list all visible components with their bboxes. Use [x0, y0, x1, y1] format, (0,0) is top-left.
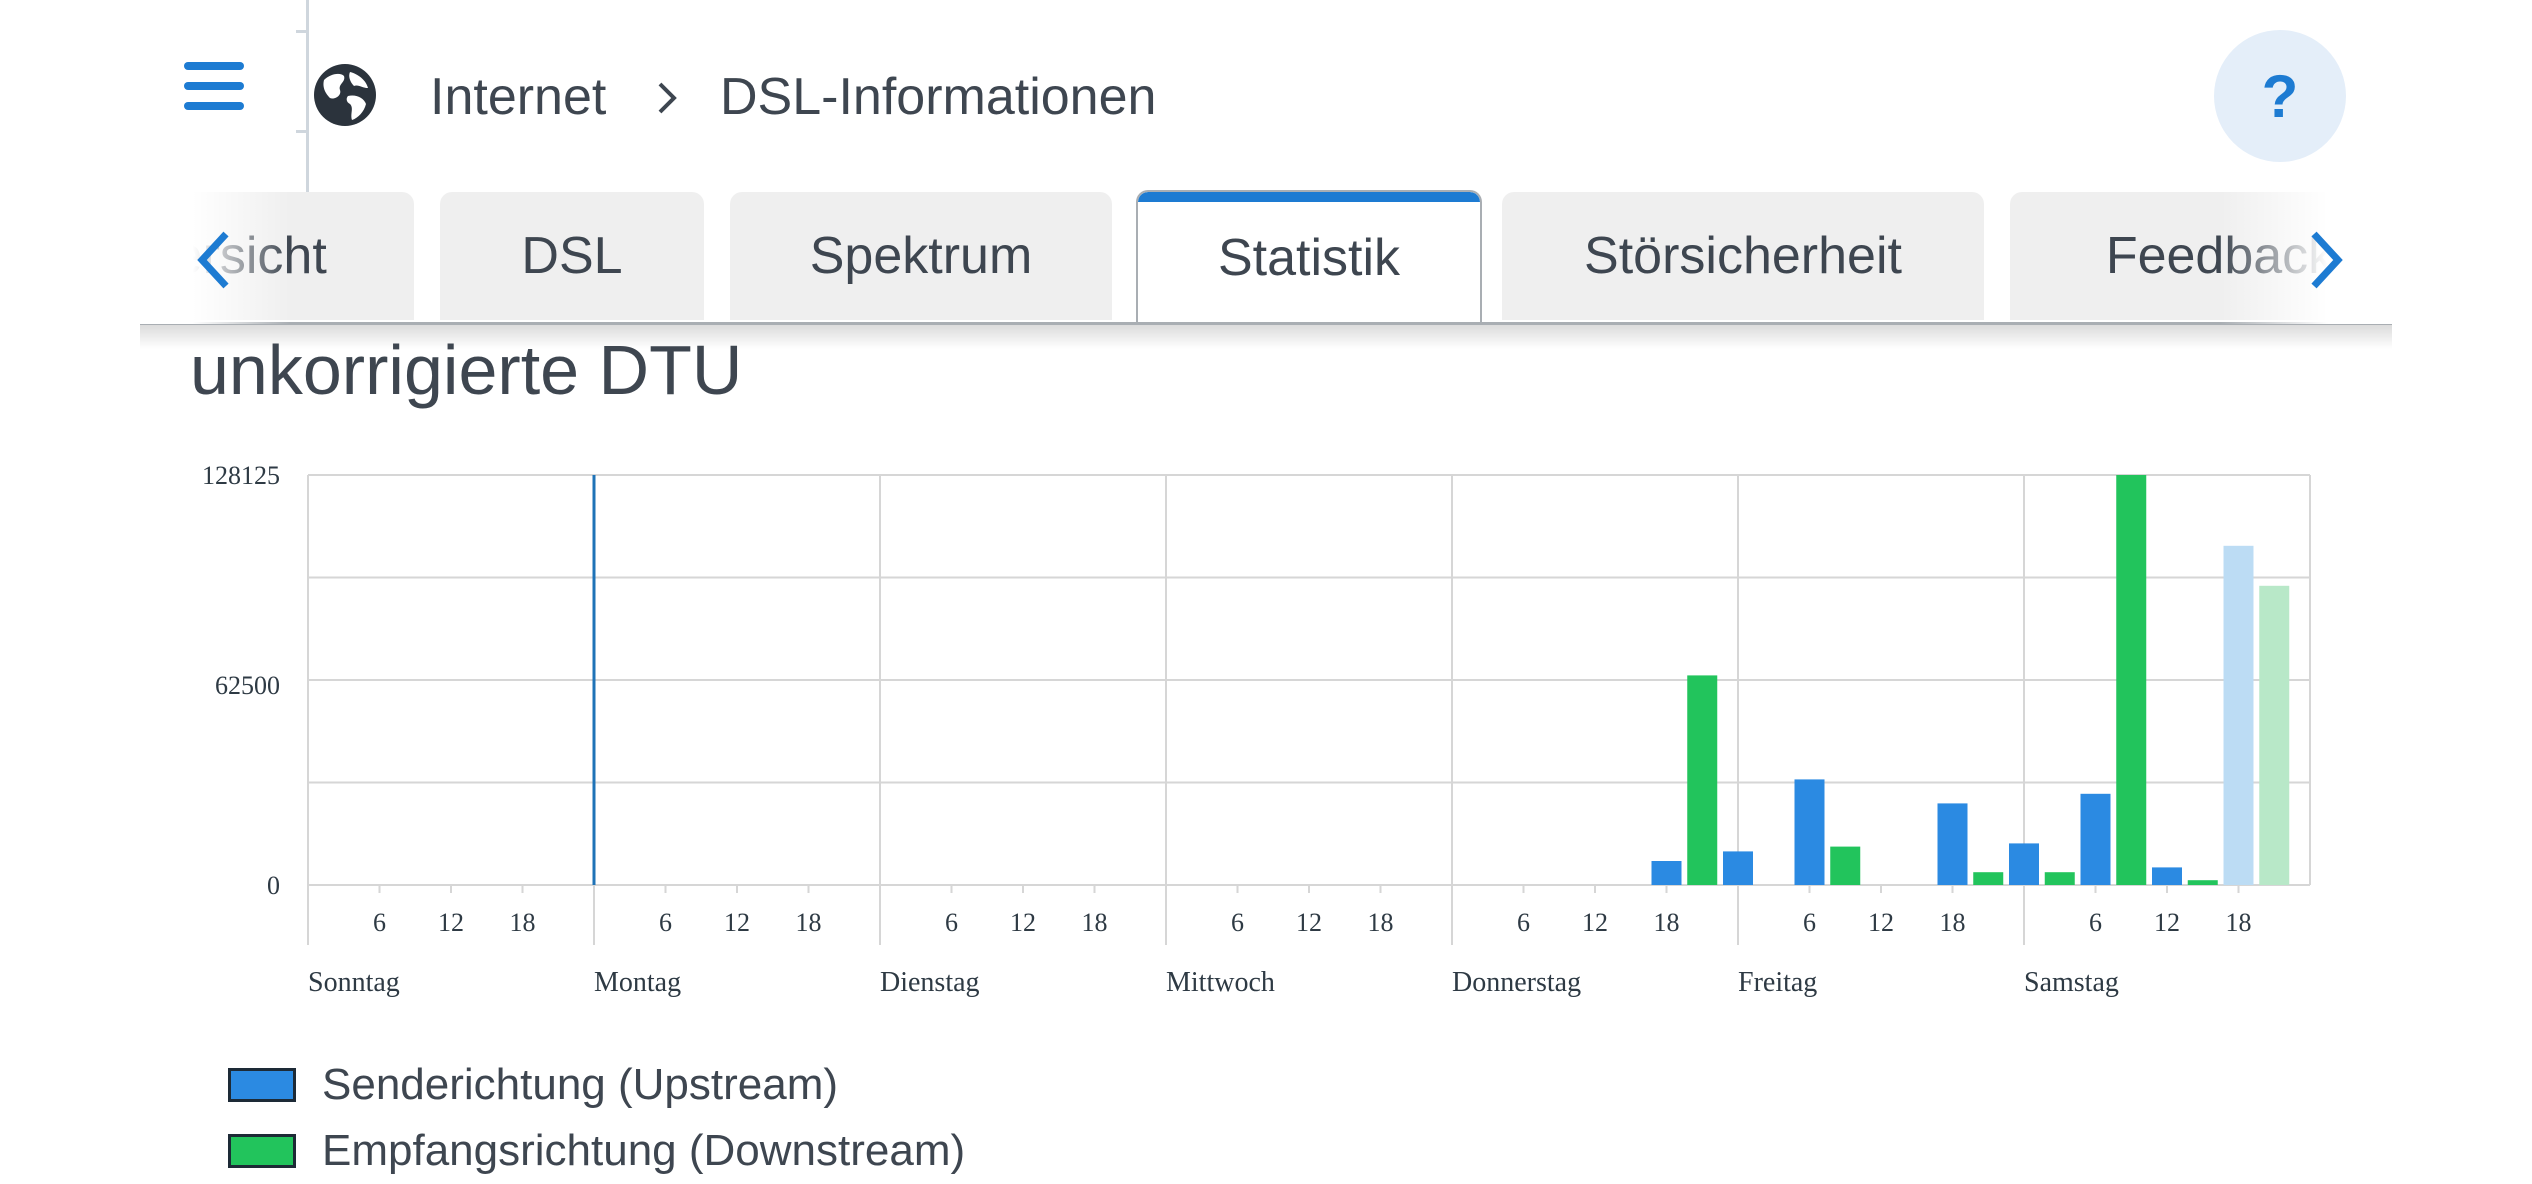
legend-item-upstream: Senderichtung (Upstream) — [228, 1052, 965, 1118]
legend-label-upstream: Senderichtung (Upstream) — [322, 1060, 839, 1109]
hour-tick-label: 12 — [2154, 908, 2180, 937]
day-label: Donnerstag — [1452, 967, 1581, 998]
hour-tick-label: 6 — [373, 908, 386, 937]
hour-tick-label: 12 — [438, 908, 464, 937]
upstream-bar — [1723, 851, 1753, 885]
tab-statistik[interactable]: Statistik — [1136, 190, 1482, 324]
hour-tick-label: 18 — [1082, 908, 1108, 937]
menu-icon[interactable] — [184, 62, 244, 116]
day-label: Samstag — [2024, 967, 2119, 998]
upstream-bar — [1937, 803, 1968, 885]
divider-tick — [296, 30, 308, 33]
tab-stoersicherheit[interactable]: Störsicherheit — [1502, 192, 1984, 320]
downstream-bar — [1830, 846, 1861, 885]
chevron-left-icon[interactable] — [180, 220, 250, 300]
chevron-right-icon — [658, 82, 677, 114]
tab-underline — [140, 322, 2392, 325]
day-label: Sonntag — [308, 967, 400, 998]
downstream-bar — [1973, 872, 2004, 885]
hour-tick-label: 12 — [1868, 908, 1894, 937]
hour-tick-label: 18 — [796, 908, 822, 937]
downstream-bar — [2259, 585, 2290, 885]
header-shadow — [140, 325, 2392, 349]
hour-tick-label: 12 — [724, 908, 750, 937]
tab-dsl[interactable]: DSL — [440, 192, 704, 320]
y-tick-label: 0 — [267, 871, 280, 900]
tab-fade-left — [140, 190, 290, 324]
legend-item-downstream: Empfangsrichtung (Downstream) — [228, 1118, 965, 1184]
tab-fade-right — [2220, 190, 2400, 324]
hour-tick-label: 12 — [1582, 908, 1608, 937]
hour-tick-label: 18 — [1940, 908, 1966, 937]
downstream-bar — [2116, 475, 2147, 885]
hour-tick-label: 6 — [1517, 908, 1530, 937]
day-label: Montag — [594, 967, 681, 998]
hour-tick-label: 18 — [510, 908, 536, 937]
breadcrumb-internet[interactable]: Internet — [430, 68, 607, 126]
day-label: Dienstag — [880, 967, 980, 998]
upstream-bar — [2223, 545, 2254, 885]
tab-strip: Übersicht DSL Spektrum Statistik Störsic… — [140, 190, 2392, 324]
day-label: Freitag — [1738, 967, 1817, 998]
y-tick-label: 62500 — [215, 671, 280, 700]
chart-legend: Senderichtung (Upstream) Empfangsrichtun… — [228, 1052, 965, 1184]
legend-label-downstream: Empfangsrichtung (Downstream) — [322, 1126, 966, 1175]
upstream-bar — [2080, 793, 2111, 885]
hour-tick-label: 6 — [1231, 908, 1244, 937]
day-label: Mittwoch — [1166, 967, 1275, 998]
hour-tick-label: 6 — [1803, 908, 1816, 937]
legend-swatch-downstream — [228, 1134, 296, 1168]
legend-swatch-upstream — [228, 1068, 296, 1102]
help-button[interactable]: ? — [2214, 30, 2346, 162]
upstream-bar — [1651, 861, 1682, 885]
hour-tick-label: 18 — [2226, 908, 2252, 937]
hour-tick-label: 12 — [1296, 908, 1322, 937]
chevron-right-icon[interactable] — [2292, 220, 2362, 300]
breadcrumb-current: DSL-Informationen — [720, 68, 1157, 126]
dtu-bar-chart: 128125 62500 0 6 12 18 Sonntag 6 12 18 Montag 6 12 18… — [202, 461, 2311, 998]
section-title: unkorrigierte DTU — [190, 331, 743, 409]
hour-tick-label: 18 — [1654, 908, 1680, 937]
hour-tick-label: 18 — [1368, 908, 1394, 937]
hour-tick-label: 6 — [2089, 908, 2102, 937]
divider — [306, 0, 309, 200]
hour-tick-label: 6 — [659, 908, 672, 937]
menu-bar — [184, 102, 244, 110]
menu-bar — [184, 62, 244, 70]
top-bar: Internet DSL-Informationen ? — [0, 0, 2532, 200]
downstream-bar — [2044, 872, 2075, 885]
globe-icon — [314, 64, 376, 126]
divider-tick — [296, 130, 308, 133]
y-tick-label: 128125 — [202, 461, 280, 490]
hour-tick-label: 6 — [945, 908, 958, 937]
upstream-bar — [1794, 779, 1825, 885]
tab-spektrum[interactable]: Spektrum — [730, 192, 1112, 320]
menu-bar — [184, 82, 244, 90]
upstream-bar — [2152, 867, 2182, 885]
downstream-bar — [1687, 675, 1718, 885]
upstream-bar — [2009, 843, 2039, 885]
hour-tick-label: 12 — [1010, 908, 1036, 937]
downstream-bar — [2187, 880, 2218, 885]
